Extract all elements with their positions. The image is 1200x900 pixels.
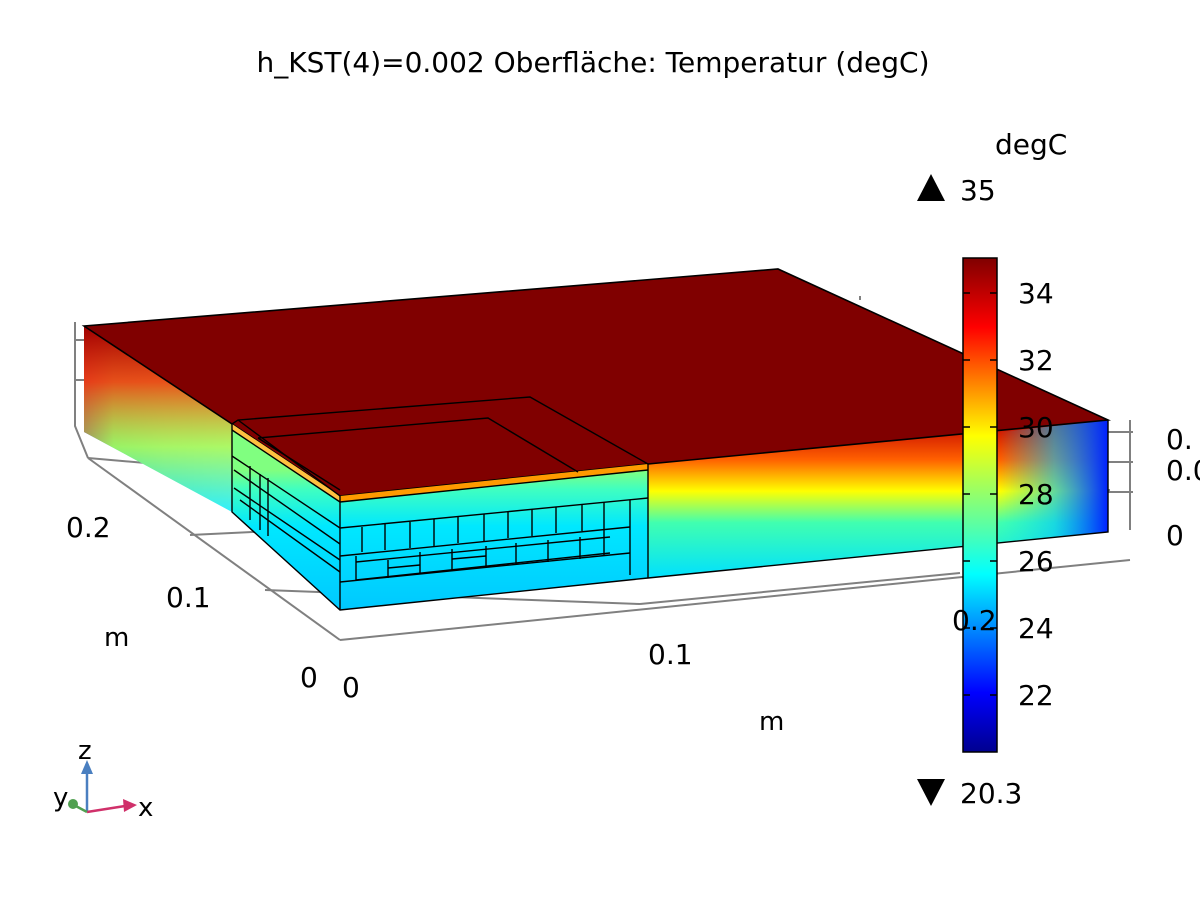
y-axis-label: m <box>104 623 129 653</box>
component-hot-layer <box>340 464 648 502</box>
plot-title: h_KST(4)=0.002 Oberfläche: Temperatur (d… <box>256 46 929 79</box>
component-hot-layer-left <box>232 424 340 502</box>
component-front-face <box>232 424 648 610</box>
slab-right-end <box>1000 420 1108 542</box>
colorbar-tick-labels: 34 32 30 28 26 24 22 <box>1018 277 1054 712</box>
x-axis-tick: 0.1 <box>648 638 693 671</box>
colorbar-tick: 30 <box>1018 411 1054 444</box>
colorbar-tick: 26 <box>1018 545 1054 578</box>
z-axis-tick: 0 <box>1166 519 1184 552</box>
min-marker-icon <box>917 779 945 806</box>
max-marker-icon <box>917 174 945 201</box>
axis-tick-labels: 0.2 0.1 0 m 0 0.1 0.2 m 0. 0.0 0 <box>66 423 1200 737</box>
colorbar-tick: 28 <box>1018 478 1054 511</box>
colorbar-tick: 24 <box>1018 612 1054 645</box>
geometry-edges <box>231 396 1109 611</box>
z-axis-tick: 0.0 <box>1166 454 1200 487</box>
colorbar-tick-marks <box>963 292 997 696</box>
colorbar-tick: 34 <box>1018 277 1054 310</box>
y-axis-tick: 0.1 <box>166 581 211 614</box>
colorbar-max-label: 35 <box>960 174 996 207</box>
triad-y-label: y <box>53 783 68 813</box>
colorbar-unit: degC <box>995 128 1067 161</box>
colorbar-tick: 32 <box>1018 344 1054 377</box>
x-axis-tick: 0 <box>342 671 360 704</box>
x-axis-tick: 0.2 <box>952 604 997 637</box>
colorbar <box>962 257 998 753</box>
orientation-triad: z y x <box>53 736 153 823</box>
y-axis-tick: 0.2 <box>66 511 111 544</box>
x-axis-label: m <box>759 707 784 737</box>
y-axis-tick: 0 <box>300 661 318 694</box>
triad-z-label: z <box>78 736 92 766</box>
slab-left-face-heat <box>84 326 232 512</box>
triad-x-label: x <box>138 793 153 823</box>
z-axis-tick: 0. <box>1166 423 1193 456</box>
colorbar-tick: 22 <box>1018 679 1054 712</box>
colorbar-min-label: 20.3 <box>960 777 1022 810</box>
